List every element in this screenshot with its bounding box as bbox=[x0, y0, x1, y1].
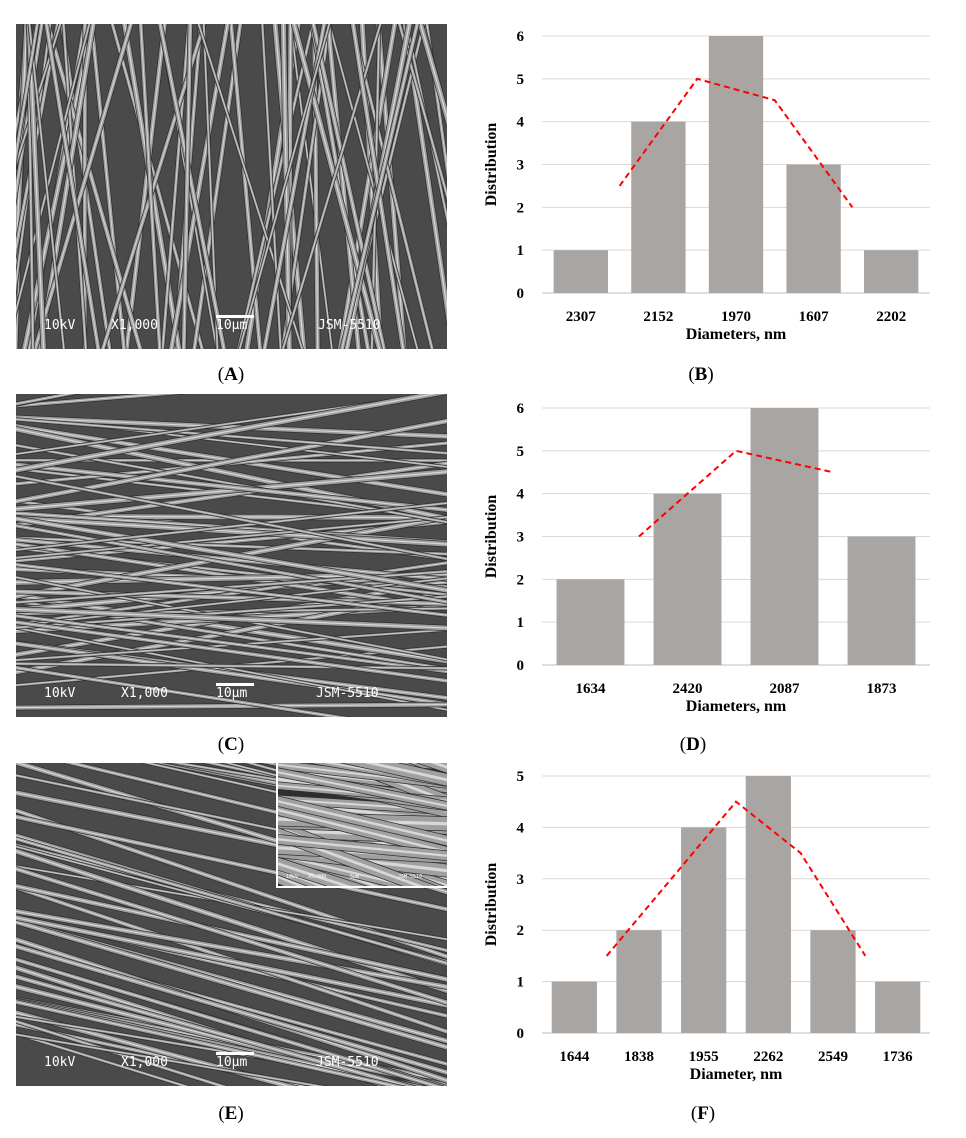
trend-line bbox=[638, 449, 834, 538]
x-tick-label: 1955 bbox=[689, 1049, 719, 1065]
bar bbox=[750, 408, 819, 665]
x-tick-label: 1736 bbox=[883, 1049, 914, 1065]
sem-scale-bar bbox=[216, 1052, 254, 1055]
sem-fiber-mesh: 10kV X1,000 10µm JSM-5510 bbox=[16, 24, 447, 349]
sem-inset-scale-label: 5µm bbox=[350, 874, 359, 880]
x-tick-label: 1873 bbox=[867, 681, 897, 697]
bar bbox=[631, 121, 686, 294]
panel-label-e: (E) bbox=[218, 1103, 244, 1124]
y-tick-label: 5 bbox=[517, 72, 525, 88]
sem-instrument: JSM-5510 bbox=[318, 318, 381, 333]
bar bbox=[708, 36, 764, 293]
bar bbox=[847, 536, 916, 665]
sem-magnification: X1,000 bbox=[111, 318, 158, 333]
trend-line bbox=[605, 800, 867, 957]
bar bbox=[553, 250, 608, 293]
y-tick-label: 0 bbox=[517, 286, 525, 302]
sem-magnification: X1,000 bbox=[121, 686, 168, 701]
x-tick-label: 2152 bbox=[643, 309, 673, 325]
x-tick-label: 2087 bbox=[770, 681, 801, 697]
y-tick-label: 4 bbox=[517, 487, 525, 503]
panel-label-c: (C) bbox=[217, 734, 245, 755]
x-tick-label: 2262 bbox=[753, 1049, 783, 1065]
sem-scale-label: 10µm bbox=[216, 318, 247, 333]
y-tick-label: 0 bbox=[517, 1026, 525, 1042]
sem-inset-fibers: 10kV X5,000 5µm JSM-5510 bbox=[278, 763, 447, 886]
bar bbox=[864, 250, 919, 293]
x-tick-label: 1838 bbox=[624, 1049, 654, 1065]
sem-inset-instrument: JSM-5510 bbox=[398, 874, 422, 880]
x-tick-label: 2202 bbox=[876, 309, 906, 325]
y-axis-label: Distribution bbox=[483, 863, 500, 947]
histogram-d: 0 1 2 3 4 5 6 1634 2420 2087 1873 Diameters, nm Dist… bbox=[483, 401, 930, 715]
y-tick-label: 3 bbox=[517, 158, 525, 174]
y-tick-label: 6 bbox=[517, 29, 525, 45]
y-tick-label: 2 bbox=[517, 200, 525, 216]
x-tick-label: 2549 bbox=[818, 1049, 848, 1065]
x-tick-label: 1607 bbox=[799, 309, 830, 325]
sem-voltage: 10kV bbox=[44, 686, 75, 701]
x-axis-label: Diameters, nm bbox=[686, 326, 787, 343]
sem-inset-voltage: 10kV bbox=[286, 874, 298, 880]
fiber-strands bbox=[16, 24, 447, 349]
sem-scale-label: 10µm bbox=[216, 1055, 247, 1070]
panel-label-a: (A) bbox=[217, 364, 245, 385]
trend-line bbox=[618, 77, 854, 208]
y-tick-label: 5 bbox=[517, 444, 525, 460]
histogram-f: 0 1 2 3 4 5 1644 1838 1955 2262 2549 1736 Diameter, … bbox=[483, 769, 930, 1083]
y-tick-label: 6 bbox=[517, 401, 525, 417]
fiber-strands bbox=[16, 394, 447, 717]
sem-image-e: 10kV X1,000 10µm JSM-5510 10kV X5,000 5µ… bbox=[16, 763, 447, 1086]
fiber-strands bbox=[278, 763, 447, 886]
y-tick-label: 1 bbox=[517, 243, 525, 259]
histogram-b: 0 1 2 3 4 5 6 2307 2152 1970 1607 2202 Diameters, nm… bbox=[483, 29, 930, 343]
y-tick-label: 3 bbox=[517, 530, 525, 546]
y-tick-label: 4 bbox=[517, 115, 525, 131]
x-tick-label: 1644 bbox=[559, 1049, 590, 1065]
sem-inset-magnification: X5,000 bbox=[308, 874, 326, 880]
sem-fiber-mesh: 10kV X1,000 10µm JSM-5510 bbox=[16, 394, 447, 717]
sem-scale-label: 10µm bbox=[216, 686, 247, 701]
x-tick-label: 1634 bbox=[576, 681, 607, 697]
sem-voltage: 10kV bbox=[44, 318, 75, 333]
bar bbox=[875, 981, 921, 1033]
y-tick-label: 5 bbox=[517, 769, 525, 785]
bar bbox=[681, 827, 727, 1033]
x-tick-label: 2307 bbox=[566, 309, 597, 325]
sem-instrument: JSM-5510 bbox=[316, 1055, 379, 1070]
y-tick-label: 2 bbox=[517, 923, 525, 939]
panel-label-b: (B) bbox=[688, 364, 714, 385]
bar bbox=[786, 164, 841, 293]
sem-scale-bar bbox=[216, 683, 254, 686]
y-tick-label: 0 bbox=[517, 658, 525, 674]
sem-inset: 10kV X5,000 5µm JSM-5510 bbox=[276, 763, 447, 888]
sem-magnification: X1,000 bbox=[121, 1055, 168, 1070]
sem-image-a: 10kV X1,000 10µm JSM-5510 bbox=[16, 24, 447, 349]
y-tick-label: 1 bbox=[517, 975, 525, 991]
x-axis-label: Diameter, nm bbox=[690, 1066, 783, 1083]
bar bbox=[551, 981, 597, 1033]
panel-label-d: (D) bbox=[679, 734, 707, 755]
y-axis-label: Distribution bbox=[483, 495, 500, 579]
y-tick-label: 4 bbox=[517, 820, 525, 836]
x-tick-label: 2420 bbox=[673, 681, 703, 697]
sem-instrument: JSM-5510 bbox=[316, 686, 379, 701]
x-tick-label: 1970 bbox=[721, 309, 751, 325]
bar bbox=[616, 930, 662, 1033]
bar bbox=[556, 579, 625, 665]
y-tick-label: 2 bbox=[517, 572, 525, 588]
x-axis-label: Diameters, nm bbox=[686, 698, 787, 715]
bar bbox=[810, 930, 856, 1033]
y-axis-label: Distribution bbox=[483, 123, 500, 207]
sem-scale-bar bbox=[216, 315, 254, 318]
bar bbox=[745, 776, 791, 1033]
bar bbox=[653, 493, 722, 665]
panel-label-f: (F) bbox=[690, 1103, 716, 1124]
sem-image-c: 10kV X1,000 10µm JSM-5510 bbox=[16, 394, 447, 717]
y-tick-label: 1 bbox=[517, 615, 525, 631]
y-tick-label: 3 bbox=[517, 872, 525, 888]
sem-voltage: 10kV bbox=[44, 1055, 75, 1070]
